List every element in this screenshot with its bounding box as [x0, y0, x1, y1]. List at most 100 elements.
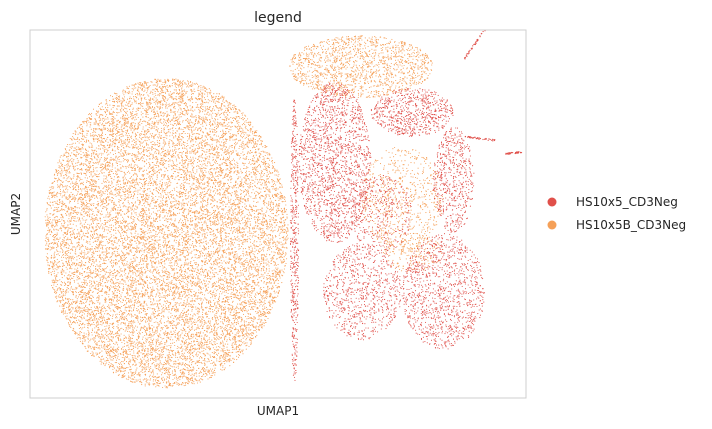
point	[167, 278, 169, 280]
point	[179, 357, 181, 359]
point	[133, 165, 135, 167]
point	[92, 311, 94, 313]
point	[177, 135, 180, 137]
point	[249, 228, 251, 230]
point	[226, 261, 228, 263]
point	[134, 167, 137, 169]
point	[52, 204, 54, 206]
point	[148, 340, 151, 343]
point	[193, 383, 195, 385]
point	[268, 277, 270, 279]
point	[169, 180, 171, 182]
point	[94, 181, 96, 183]
point	[161, 372, 163, 374]
point	[180, 138, 182, 140]
point	[152, 289, 154, 291]
point	[160, 194, 162, 196]
point	[172, 124, 174, 126]
point	[135, 179, 137, 181]
point	[263, 262, 265, 264]
point	[210, 297, 212, 299]
point	[99, 351, 101, 353]
point	[185, 83, 187, 85]
point	[278, 243, 280, 245]
point	[186, 294, 188, 296]
point	[93, 318, 95, 320]
point	[167, 277, 169, 279]
point	[181, 375, 183, 377]
point	[60, 227, 62, 230]
point	[125, 249, 127, 251]
point	[216, 155, 218, 157]
point	[66, 315, 68, 317]
point	[60, 256, 63, 258]
point	[166, 151, 168, 153]
point	[248, 215, 250, 217]
point	[75, 180, 77, 182]
point	[262, 257, 265, 259]
point	[204, 175, 206, 177]
point	[145, 341, 147, 343]
point	[73, 168, 75, 170]
point	[146, 104, 148, 106]
point	[70, 191, 72, 193]
point	[164, 120, 166, 122]
point	[94, 174, 96, 176]
point	[217, 146, 219, 148]
point	[89, 168, 91, 170]
point	[126, 302, 128, 304]
point	[206, 106, 208, 108]
point	[104, 336, 106, 338]
point	[119, 131, 121, 133]
point	[271, 238, 273, 240]
point	[220, 365, 222, 367]
point	[206, 177, 208, 179]
point	[220, 106, 222, 108]
point	[224, 350, 226, 352]
point	[146, 159, 148, 161]
point	[188, 158, 190, 161]
point	[87, 346, 89, 348]
point	[182, 277, 184, 279]
point	[169, 290, 171, 292]
point	[250, 274, 252, 276]
point	[236, 255, 238, 257]
point	[232, 232, 234, 234]
point	[68, 312, 70, 314]
point	[170, 182, 172, 184]
point	[132, 115, 134, 117]
point	[77, 140, 79, 143]
point	[121, 198, 123, 200]
point	[262, 146, 264, 148]
point	[189, 85, 191, 87]
point	[141, 217, 143, 220]
point	[242, 117, 244, 119]
point	[283, 212, 285, 214]
point	[118, 101, 121, 103]
point	[50, 213, 52, 215]
point	[101, 252, 103, 254]
point	[165, 188, 167, 190]
point	[262, 219, 264, 221]
point	[171, 85, 173, 87]
point	[153, 321, 155, 324]
point	[74, 217, 76, 219]
point	[231, 205, 233, 207]
point	[159, 107, 161, 109]
point	[196, 338, 198, 340]
point	[150, 244, 152, 246]
point	[246, 342, 248, 344]
point	[108, 252, 110, 254]
point	[70, 277, 73, 279]
point	[87, 130, 89, 132]
point	[220, 278, 222, 281]
point	[121, 360, 123, 363]
point	[224, 306, 226, 308]
point	[175, 306, 177, 308]
point	[209, 146, 211, 148]
point	[80, 201, 82, 203]
point	[251, 162, 253, 165]
point	[133, 98, 135, 100]
point	[117, 217, 119, 219]
point	[68, 227, 70, 229]
